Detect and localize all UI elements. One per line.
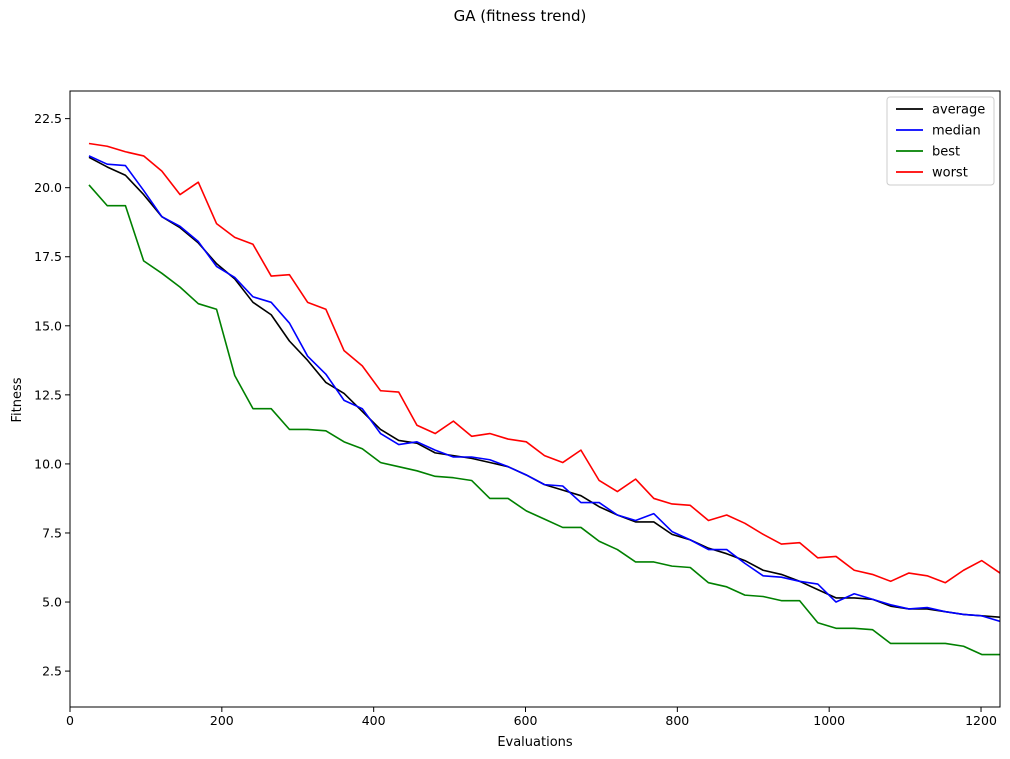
x-tick-label: 800 <box>665 713 689 728</box>
y-tick-label: 2.5 <box>42 664 62 679</box>
legend-label-median: median <box>932 124 981 139</box>
y-tick-label: 20.0 <box>34 180 62 195</box>
y-tick-label: 5.0 <box>42 595 62 610</box>
y-tick-label: 12.5 <box>34 387 62 402</box>
series-line-average <box>88 156 1000 619</box>
y-tick-label: 7.5 <box>42 525 62 540</box>
x-tick-label: 1000 <box>813 713 845 728</box>
y-tick-label: 10.0 <box>34 456 62 471</box>
series-line-worst <box>88 142 1000 584</box>
y-tick-label: 17.5 <box>34 249 62 264</box>
y-tick-label: 22.5 <box>34 111 62 126</box>
x-axis-label: Evaluations <box>497 735 573 750</box>
legend-label-best: best <box>932 145 960 160</box>
series-layer <box>88 142 1000 656</box>
legend-label-average: average <box>932 103 985 118</box>
x-tick-label: 1200 <box>965 713 997 728</box>
y-tick-label: 15.0 <box>34 318 62 333</box>
x-tick-label: 200 <box>210 713 234 728</box>
y-axis-label: Fitness <box>10 377 25 422</box>
x-axis-ticks: 0 200 400 600 800 1000 1200 <box>66 707 997 728</box>
legend: average median best worst <box>886 96 995 186</box>
legend-label-worst: worst <box>932 166 968 181</box>
y-axis-ticks: 2.5 5.0 7.5 10.0 12.5 15.0 17.5 20.0 22.5 <box>34 111 70 679</box>
plot-frame <box>69 90 1001 708</box>
series-line-best <box>88 184 1000 656</box>
x-tick-label: 600 <box>514 713 538 728</box>
x-tick-label: 0 <box>66 713 74 728</box>
x-tick-label: 400 <box>362 713 386 728</box>
series-line-median <box>88 155 1000 623</box>
legend-box <box>886 96 995 186</box>
chart-title: GA (fitness trend) <box>454 7 587 25</box>
